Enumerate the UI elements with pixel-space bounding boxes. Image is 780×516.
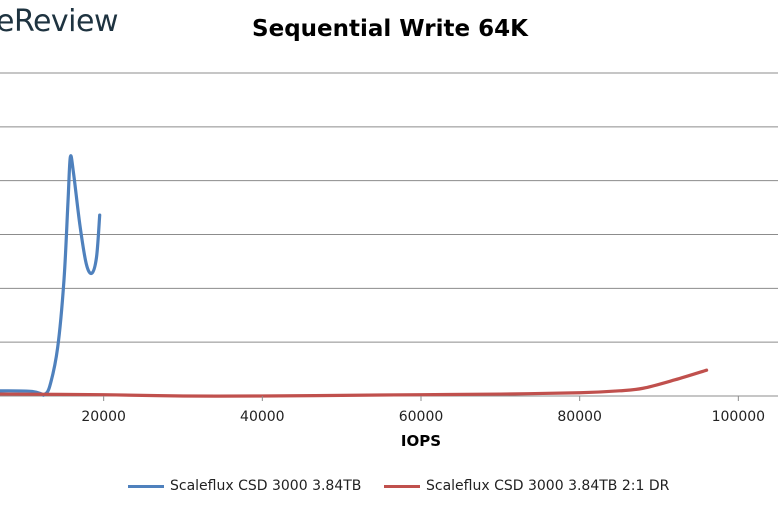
legend-label-series-2: Scaleflux CSD 3000 3.84TB 2:1 DR (426, 478, 670, 494)
x-tick-label: 100000 (712, 409, 765, 425)
legend-swatch-series-1 (128, 484, 164, 488)
x-axis-label: IOPS (401, 432, 441, 450)
legend-label-series-1: Scaleflux CSD 3000 3.84TB (170, 478, 362, 494)
legend-item-series-2: Scaleflux CSD 3000 3.84TB 2:1 DR (384, 478, 669, 494)
series-line-1 (0, 154, 102, 397)
brand-logo-text: eReview (0, 4, 119, 39)
x-tick-label: 20000 (81, 409, 126, 425)
series-line-2 (0, 368, 709, 398)
chart-title: Sequential Write 64K (252, 16, 528, 42)
x-tick-label: 60000 (399, 409, 444, 425)
x-tick-label: 40000 (240, 409, 285, 425)
legend-item-series-1: Scaleflux CSD 3000 3.84TB (128, 478, 361, 494)
grid-lines (0, 72, 778, 397)
legend-swatch-series-2 (384, 484, 420, 488)
series-lines (0, 154, 709, 398)
x-tick-labels: 20000 40000 60000 80000 100000 (81, 396, 765, 425)
x-tick-label: 80000 (557, 409, 602, 425)
